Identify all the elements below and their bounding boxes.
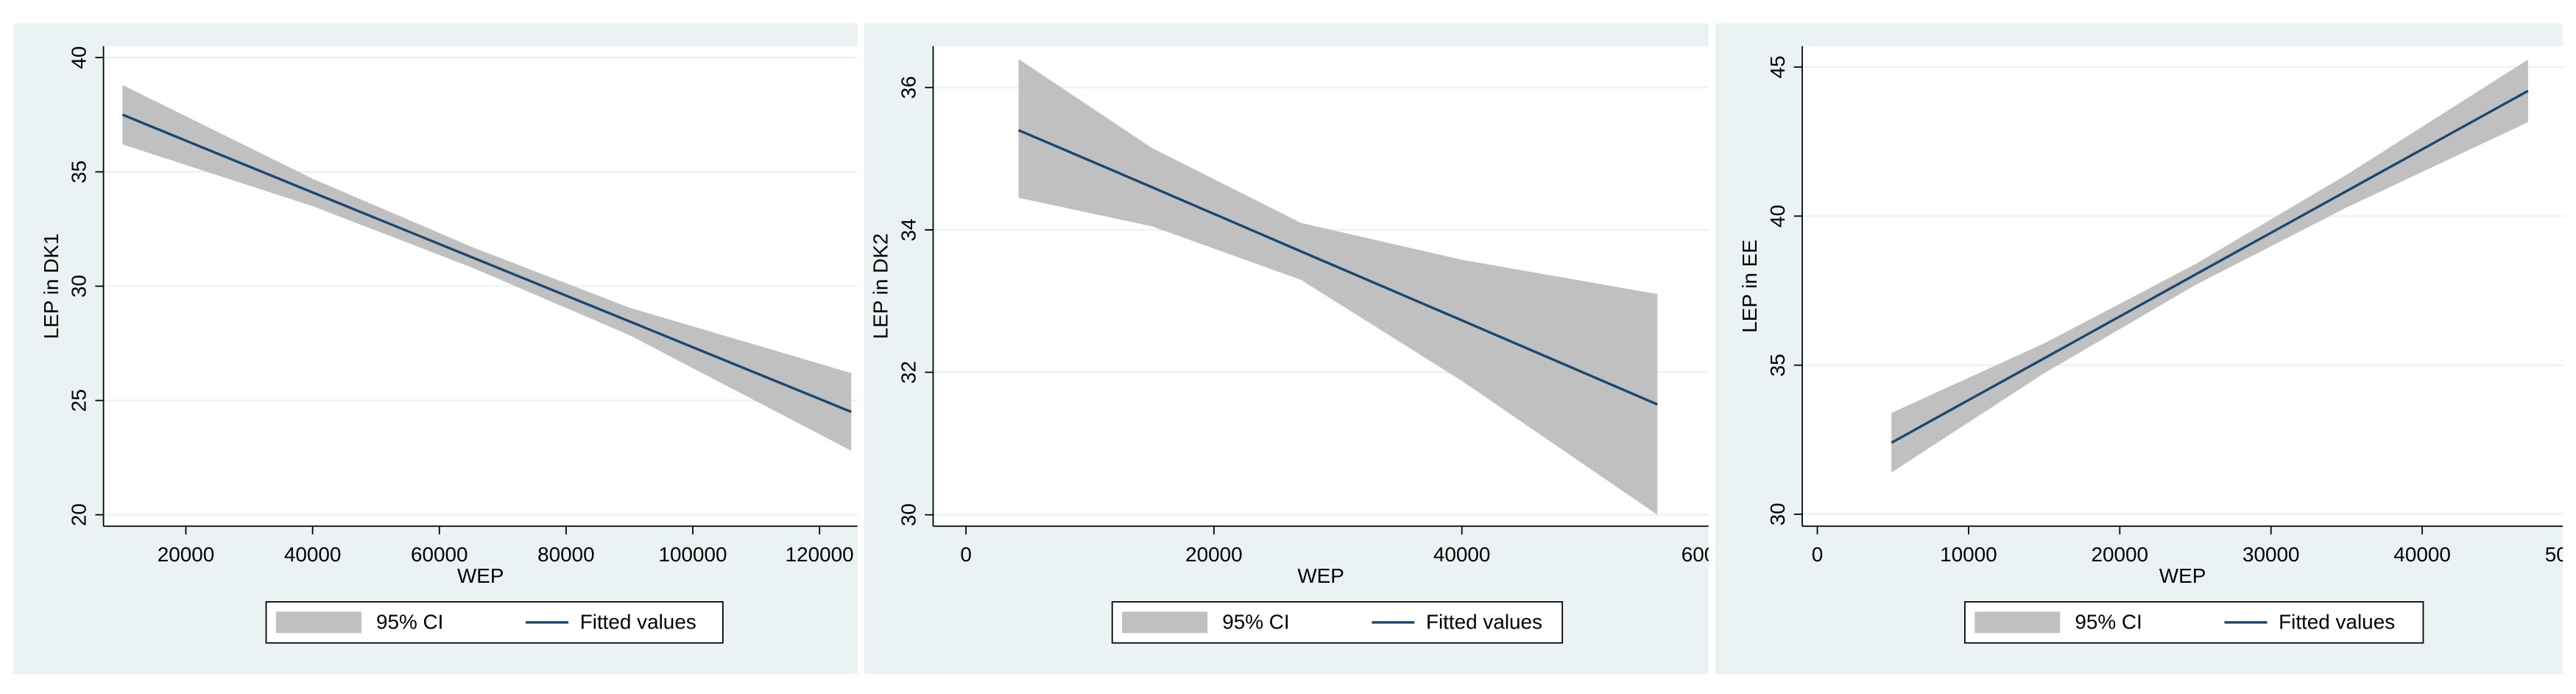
ci-band (122, 85, 852, 451)
y-tick-label: 20 (68, 503, 91, 526)
y-tick-label: 32 (897, 361, 920, 384)
x-tick-label: 40000 (1433, 543, 1491, 566)
legend-label: Fitted values (1426, 610, 1542, 633)
y-tick-label: 45 (1766, 55, 1789, 78)
x-tick-label: 20000 (158, 543, 215, 566)
fitted-line (1017, 129, 1658, 406)
y-tick-label: 35 (1766, 354, 1789, 376)
panel: 20 25 30 35 40 20000 40000 60000 80000 100000 1200… (13, 23, 858, 675)
x-tick-label: 20000 (1185, 543, 1243, 566)
legend-label: 95% CI (2075, 610, 2142, 633)
y-tick-label: 30 (1766, 503, 1789, 526)
y-tick-label: 35 (68, 161, 91, 183)
fitted-line (1891, 89, 2529, 444)
x-tick-label: 100000 (659, 543, 727, 566)
y-tick-label: 25 (68, 389, 91, 412)
x-tick-label: 60000 (411, 543, 468, 566)
y-tick-label: 30 (68, 275, 91, 298)
y-tick-label: 40 (1766, 205, 1789, 228)
panel: 30 35 40 45 0 10000 20000 30000 40000 50000 WEP LEP… (1715, 23, 2576, 675)
x-tick-label: 40000 (2393, 543, 2451, 566)
x-tick-label: 30000 (2242, 543, 2300, 566)
y-tick-label: 36 (897, 76, 920, 99)
y-tick-label: 40 (68, 46, 91, 69)
x-axis-title: WEP (1297, 564, 1344, 587)
x-tick-label: 120000 (786, 543, 854, 566)
x-tick-label: 80000 (537, 543, 595, 566)
x-axis-title: WEP (2159, 564, 2206, 587)
x-tick-label: 0 (1812, 543, 1824, 566)
legend-label: 95% CI (1222, 610, 1289, 633)
x-tick-label: 0 (960, 543, 972, 566)
y-tick-label: 34 (897, 219, 920, 242)
y-axis-title: LEP in DK1 (40, 234, 63, 340)
x-tick-label: 20000 (2092, 543, 2149, 566)
x-tick-label: 10000 (1940, 543, 1997, 566)
fitted-line (121, 113, 852, 413)
y-axis-title: LEP in DK2 (869, 234, 892, 340)
legend-swatch (1975, 611, 2061, 634)
legend-label: 95% CI (376, 610, 443, 633)
ci-band (1018, 59, 1658, 515)
x-tick-label: 50000 (2545, 543, 2576, 566)
x-axis-title: WEP (457, 564, 504, 587)
y-tick-label: 30 (897, 503, 920, 526)
legend-label: Fitted values (580, 610, 696, 633)
x-tick-label: 60000 (1682, 543, 1739, 566)
legend-label: Fitted values (2279, 610, 2395, 633)
x-tick-label: 40000 (284, 543, 342, 566)
legend-swatch (1122, 611, 1208, 634)
y-axis-title: LEP in EE (1738, 239, 1761, 333)
legend-swatch (275, 611, 361, 634)
panel: 30 32 34 36 0 20000 40000 60000 WEP LEP in DK2 95%… (864, 23, 1739, 675)
